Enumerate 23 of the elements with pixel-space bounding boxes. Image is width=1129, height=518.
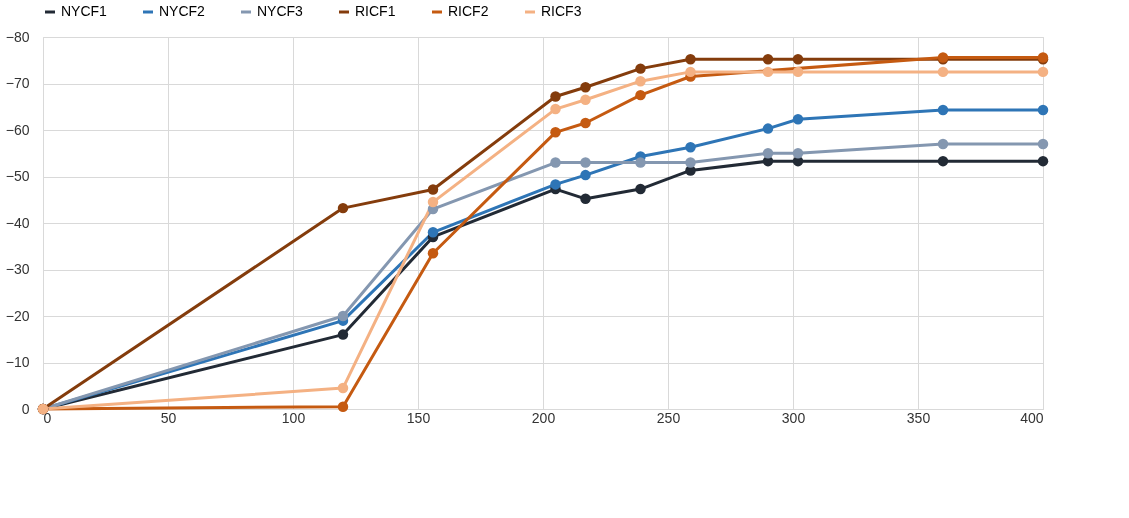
x-tick-label: 0 (43, 409, 52, 426)
legend-label: NYCF2 (159, 3, 206, 19)
x-tick-label: 300 (781, 409, 806, 426)
x-tick-label: 400 (1020, 409, 1044, 426)
y-tick-label: −70 (5, 75, 30, 91)
x-tick-label: 150 (406, 409, 431, 426)
y-tick-label: −10 (5, 354, 30, 370)
y-tick-label: −50 (5, 168, 30, 184)
x-tick-label: 250 (656, 409, 681, 426)
legend-label: RICF3 (541, 3, 582, 19)
y-tick-label: −60 (5, 121, 30, 138)
y-tick-label: −20 (5, 307, 30, 324)
legend-label: RICF1 (355, 3, 396, 19)
y-tick-label: −80 (5, 28, 30, 45)
x-tick-label: 50 (160, 409, 177, 426)
x-tick-label: 200 (531, 409, 556, 426)
x-tick-label: 100 (281, 409, 306, 426)
legend-label: RICF2 (448, 3, 489, 19)
x-tick-label: 350 (906, 409, 931, 426)
legend-label: NYCF1 (61, 3, 108, 19)
y-tick-label: −40 (5, 214, 30, 231)
legend-label: NYCF3 (257, 3, 304, 19)
y-tick-label: −30 (5, 261, 30, 277)
